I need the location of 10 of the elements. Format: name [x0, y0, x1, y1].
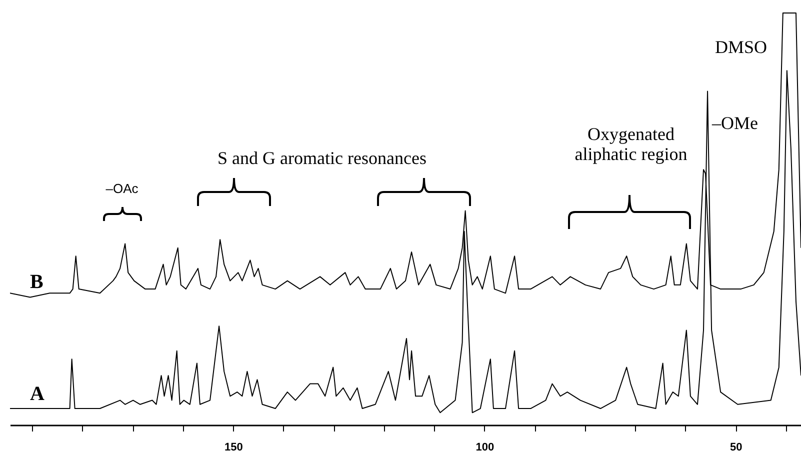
annotation: –OMe	[712, 113, 758, 133]
annotation: DMSO	[715, 37, 768, 57]
annotation: Oxygenated aliphatic region	[574, 124, 688, 164]
annotation: –OAc	[106, 180, 138, 198]
x-tick-label: 100	[476, 442, 494, 454]
series-label: A	[30, 383, 45, 405]
x-tick-label: 50	[730, 442, 742, 454]
series-label: B	[30, 271, 44, 293]
annotation: S and G aromatic resonances	[218, 148, 426, 168]
x-tick-label: 150	[224, 442, 243, 454]
